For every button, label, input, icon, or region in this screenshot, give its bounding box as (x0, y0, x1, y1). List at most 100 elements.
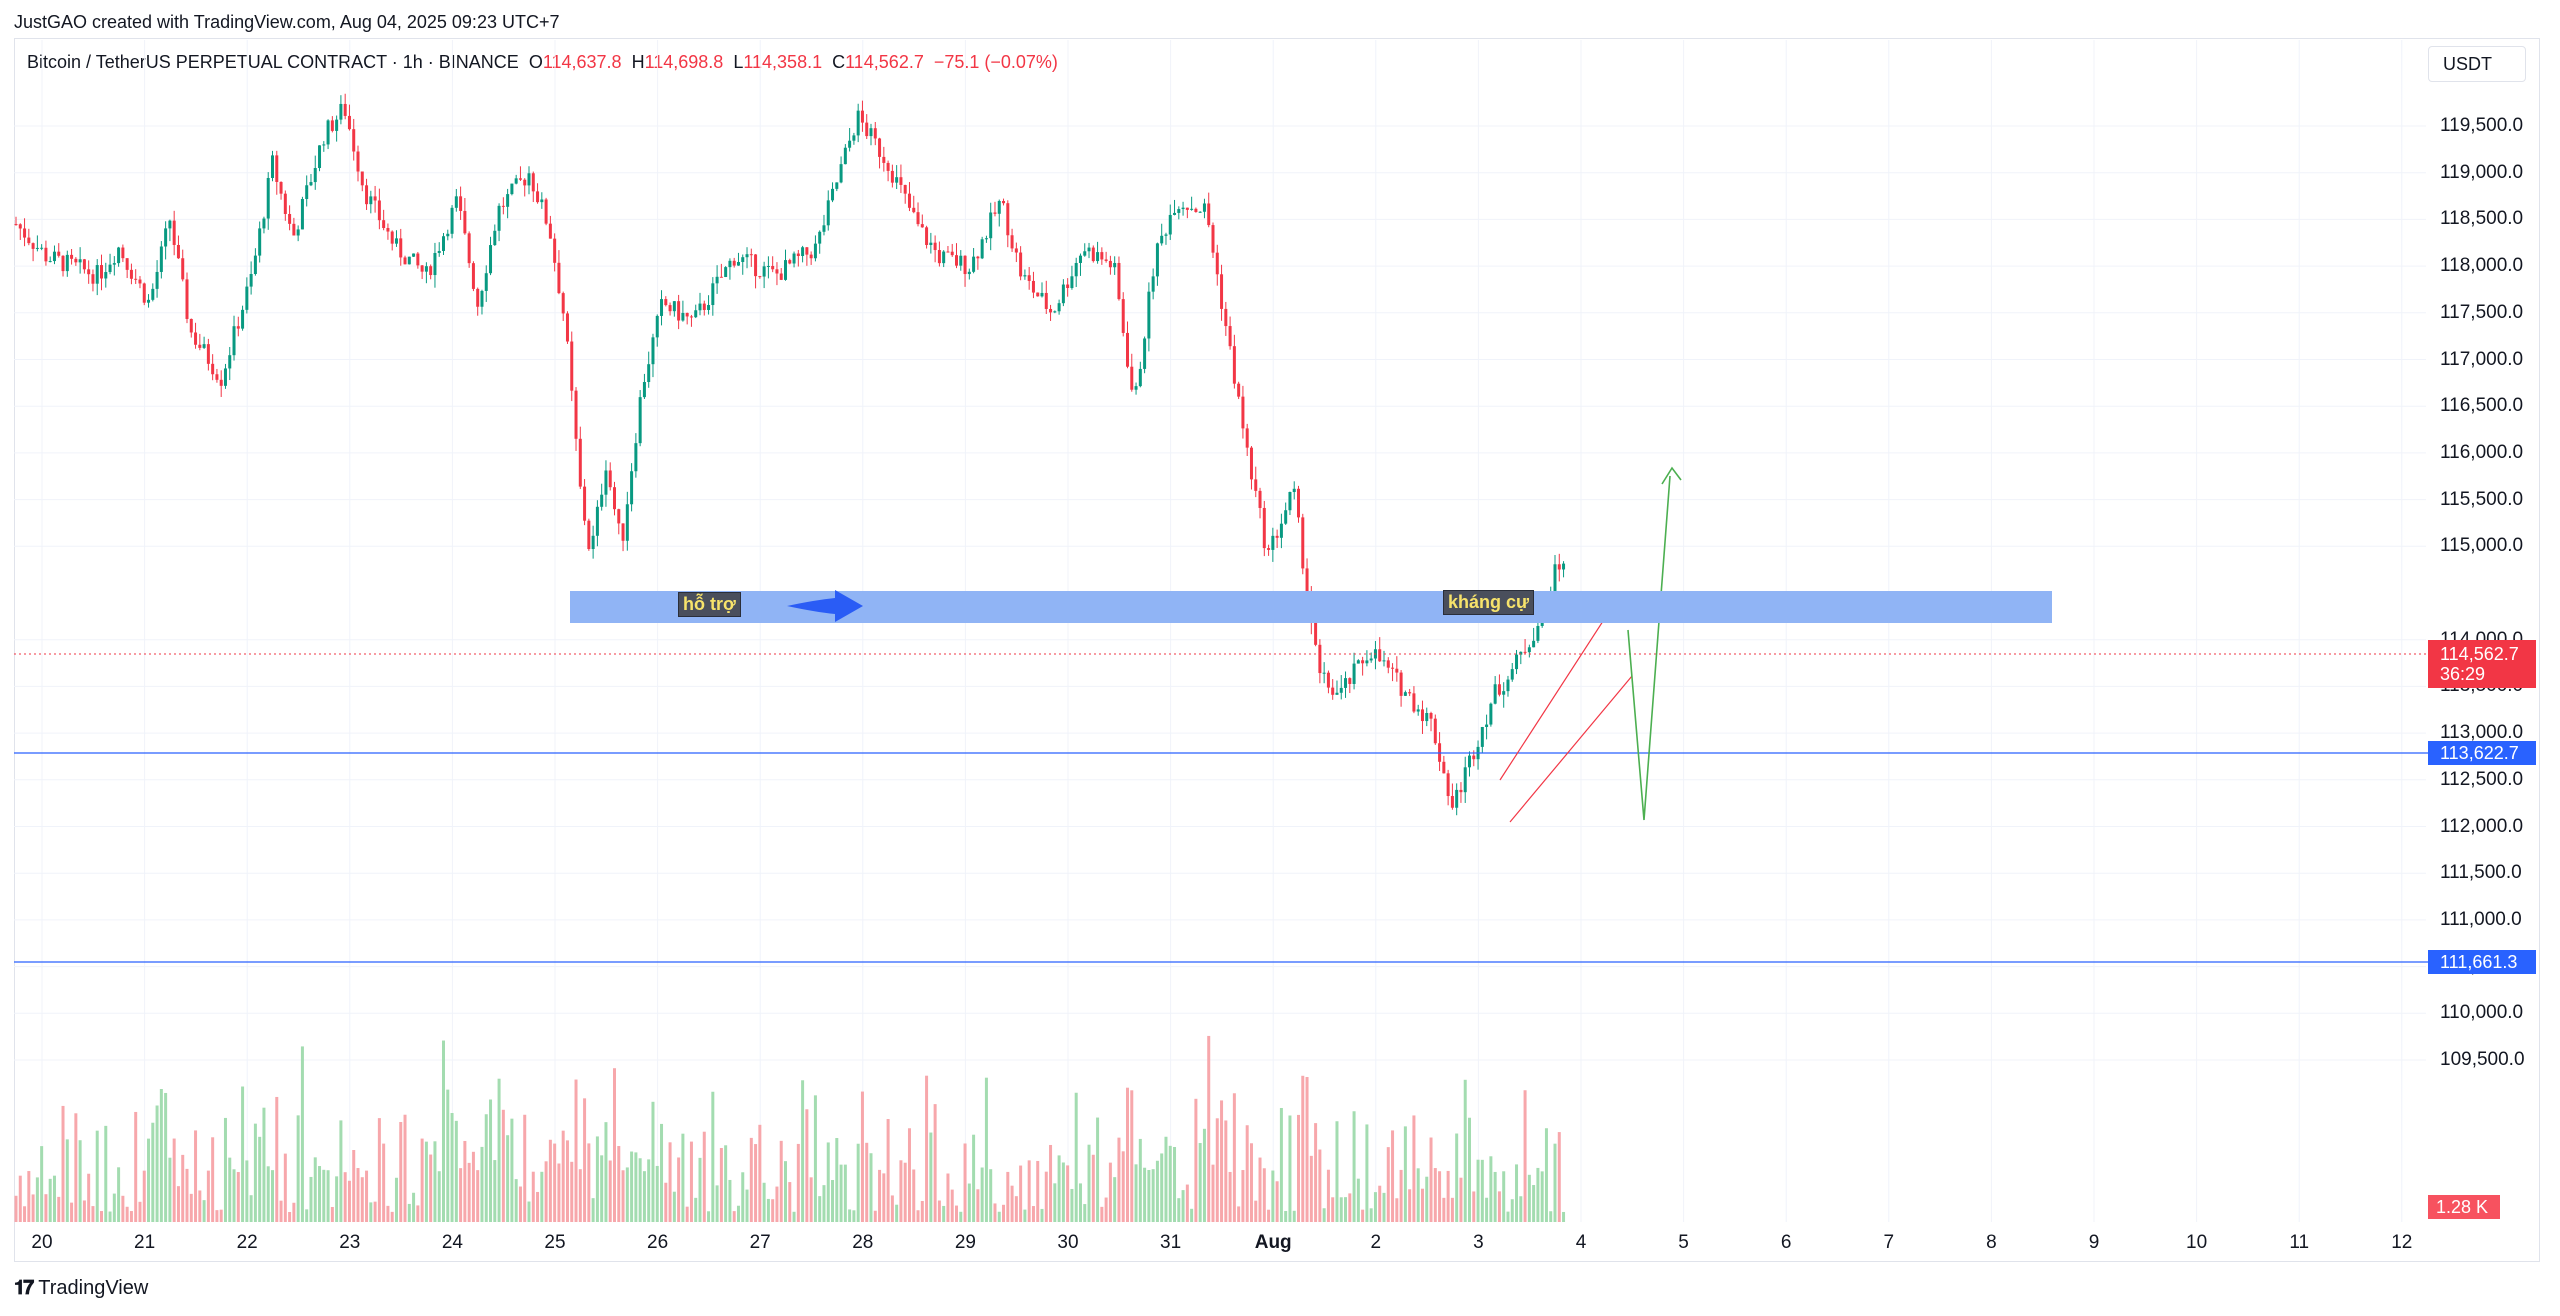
volume-bar (638, 1158, 642, 1222)
candle-body (1502, 691, 1506, 695)
candle-body (1237, 383, 1241, 397)
candle-body (839, 164, 843, 183)
price-axis-label: 110,000.0 (2440, 1002, 2524, 1024)
volume-bar (613, 1068, 616, 1222)
volume-bar (1237, 1206, 1241, 1222)
open-label: O (528, 52, 543, 72)
candle-body (300, 198, 304, 230)
horizontal-line-tag-1[interactable]: 113,622.7 (2428, 741, 2536, 765)
candle-body (1155, 243, 1159, 277)
chart-pane[interactable] (14, 38, 2540, 1262)
candle-body (1053, 311, 1057, 313)
candle-body (232, 326, 236, 356)
chart-caption: JustGAO created with TradingView.com, Au… (14, 12, 560, 32)
volume-bar (125, 1206, 129, 1222)
candle-body (1190, 208, 1194, 210)
candle-body (399, 238, 403, 258)
candle-body (1271, 535, 1275, 550)
volume-bar (1096, 1117, 1100, 1222)
volume-bar (1160, 1153, 1164, 1222)
candle-body (942, 251, 946, 264)
volume-bar (172, 1138, 176, 1222)
candle-body (1040, 292, 1044, 297)
volume-bar (266, 1166, 270, 1222)
volume-bar (1553, 1143, 1557, 1222)
volume-bar (1365, 1124, 1369, 1222)
volume-bar (1267, 1209, 1271, 1222)
candle-body (262, 218, 266, 229)
candle-body (168, 220, 172, 229)
candle-body (775, 269, 779, 274)
volume-bar (365, 1170, 369, 1222)
volume-bar (95, 1130, 99, 1222)
volume-bar (48, 1178, 52, 1222)
footer-brand[interactable]: 𝟏𝟕 TradingView (14, 1277, 148, 1300)
candle-body (1027, 275, 1031, 281)
volume-bar (1126, 1087, 1129, 1222)
volume-bar (1207, 1035, 1211, 1222)
volume-bar (711, 1091, 715, 1222)
volume-bar (390, 1211, 394, 1222)
arrow-right-icon[interactable] (785, 590, 865, 622)
candle-body (1181, 207, 1185, 210)
candle-body (937, 250, 941, 264)
candle-body (493, 230, 497, 246)
candle-body (630, 471, 634, 505)
volume-bar (771, 1199, 775, 1222)
volume-bar (732, 1211, 736, 1222)
volume-bar (1083, 1204, 1087, 1222)
candle-body (1378, 649, 1382, 662)
candle-body (412, 253, 416, 257)
volume-bar (1061, 1162, 1065, 1222)
candle-body (223, 368, 227, 386)
volume-bar (1232, 1093, 1236, 1222)
volume-bar (754, 1144, 758, 1222)
symbol-name[interactable]: Bitcoin / TetherUS PERPETUAL CONTRACT · … (27, 52, 519, 72)
volume-bar (189, 1193, 193, 1222)
volume-bar (369, 1202, 373, 1222)
volume-bar (253, 1123, 257, 1222)
candle-body (1207, 203, 1211, 226)
volume-bar (1301, 1075, 1305, 1222)
candle-body (1198, 211, 1202, 213)
volume-bar (373, 1201, 377, 1222)
candle-body (1446, 773, 1450, 797)
volume-bar (788, 1182, 792, 1222)
volume-bar (719, 1147, 723, 1222)
candle-body (1044, 292, 1048, 309)
volume-bar (634, 1152, 638, 1222)
candle-body (1249, 447, 1253, 480)
volume-bar (1485, 1197, 1489, 1222)
volume-bar (249, 1195, 253, 1222)
currency-selector[interactable]: USDT (2428, 46, 2526, 82)
time-axis-label: 22 (236, 1232, 258, 1253)
volume-bar (467, 1162, 471, 1222)
volume-bar (1031, 1206, 1035, 1222)
candle-body (1262, 507, 1266, 549)
change-value: −75.1 (−0.07%) (933, 52, 1058, 72)
volume-bar (185, 1168, 189, 1222)
volume-bar (1493, 1171, 1497, 1222)
candle-body (784, 260, 787, 280)
volume-bar (1297, 1114, 1300, 1222)
price-axis-label: 119,500.0 (2440, 115, 2524, 136)
candle-body (963, 255, 967, 275)
volume-bar (1339, 1197, 1343, 1222)
horizontal-line-tag-2[interactable]: 111,661.3 (2428, 950, 2536, 974)
time-axis-label: 11 (2289, 1232, 2310, 1253)
support-label[interactable]: hỗ trợ (678, 592, 741, 617)
candle-body (215, 374, 219, 380)
resistance-label[interactable]: kháng cự (1443, 590, 1535, 615)
candle-body (318, 145, 322, 169)
candle-body (437, 250, 441, 253)
candle-body (1275, 535, 1279, 538)
price-axis-label: 112,000.0 (2440, 815, 2524, 837)
volume-bar (1523, 1090, 1527, 1222)
volume-bar (1194, 1098, 1198, 1222)
volume-bar (1369, 1208, 1373, 1222)
volume-bar (202, 1200, 206, 1222)
candle-body (1403, 692, 1407, 696)
candle-body (1318, 644, 1322, 674)
candle-body (1061, 284, 1065, 304)
